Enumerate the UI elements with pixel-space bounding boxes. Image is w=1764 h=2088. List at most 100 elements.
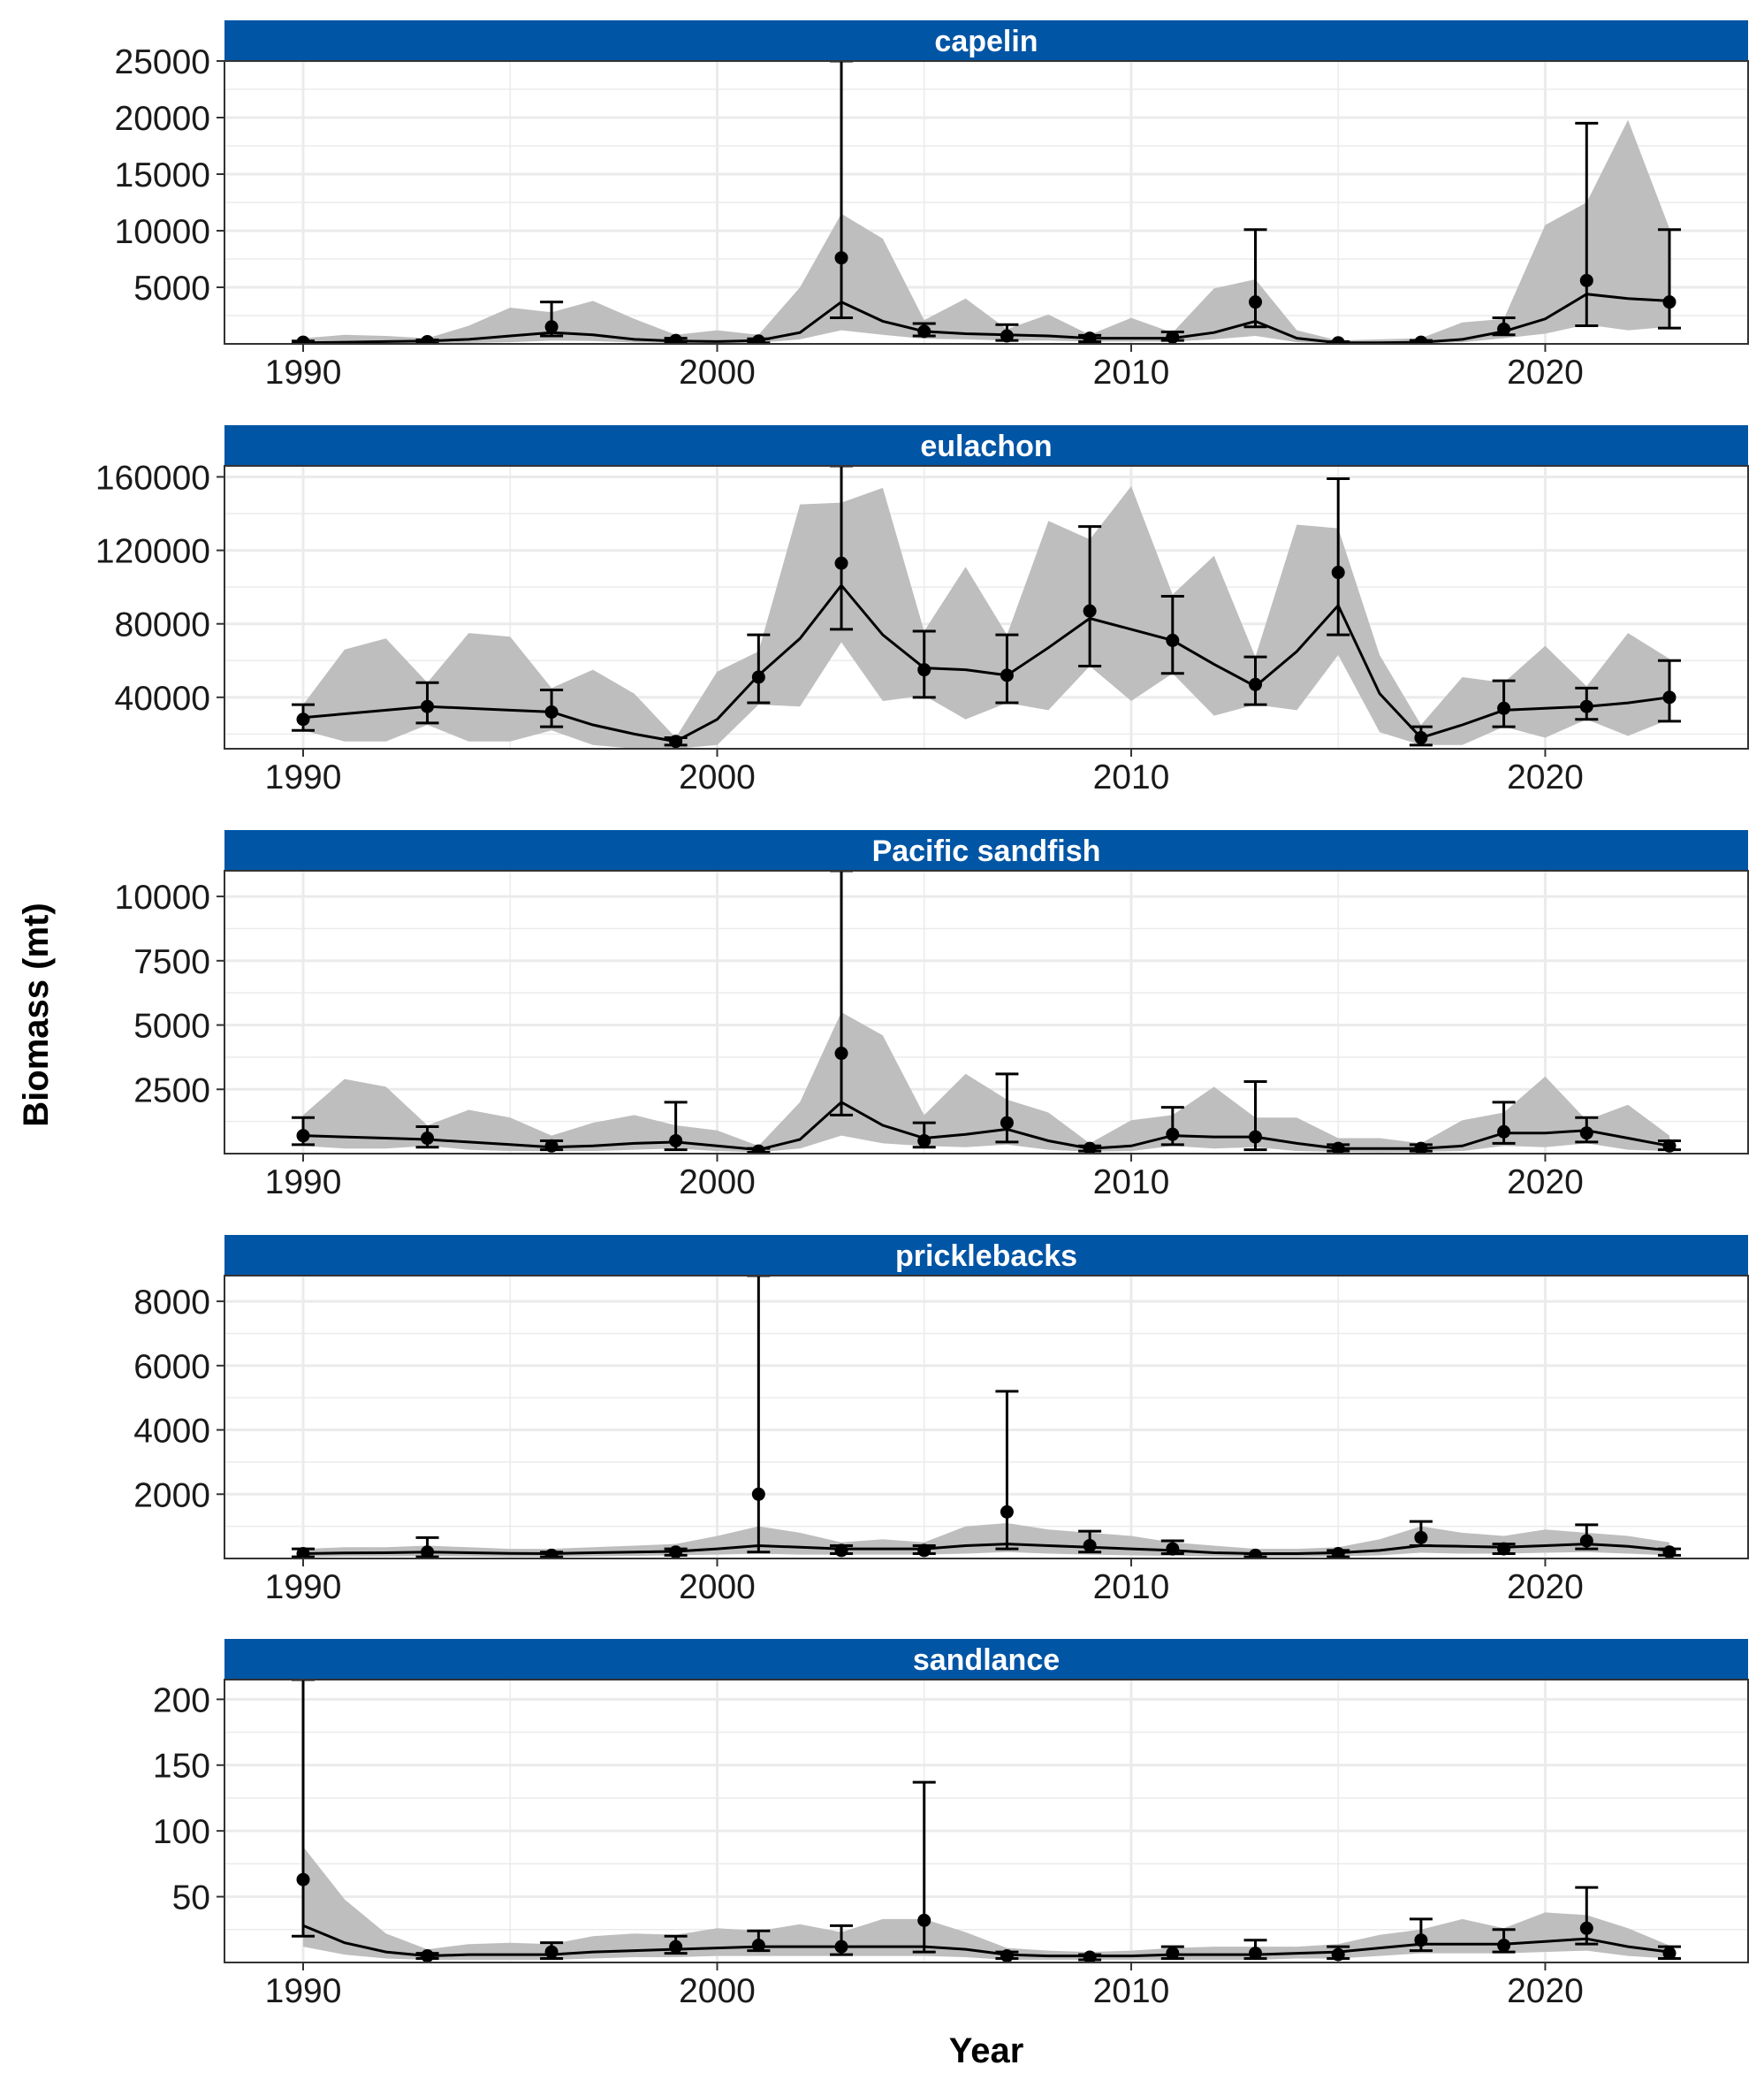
observation-point	[834, 1543, 848, 1558]
confidence-ribbon	[303, 485, 1669, 749]
y-axis-title: Biomass (mt)	[17, 903, 56, 1126]
observation-point	[669, 1133, 683, 1147]
x-tick-label: 1990	[265, 1972, 342, 2010]
observation-point	[296, 713, 310, 727]
x-tick-label: 1990	[265, 758, 342, 796]
x-tick-label: 2000	[679, 758, 756, 796]
x-tick-label: 2000	[679, 1568, 756, 1606]
y-tick-label: 160000	[95, 459, 210, 497]
observation-point	[1000, 668, 1014, 682]
observation-point	[751, 334, 765, 344]
y-tick-label: 15000	[115, 156, 210, 194]
error-bar	[1327, 477, 1350, 636]
observation-point	[1331, 1141, 1345, 1154]
error-bar	[830, 61, 854, 320]
y-tick-label: 25000	[115, 43, 210, 81]
observation-point	[1414, 1933, 1428, 1947]
error-bar	[830, 466, 854, 631]
observation-point	[751, 670, 765, 684]
estimate-line	[302, 1543, 1670, 1556]
x-tick-label: 2010	[1093, 354, 1170, 392]
x-tick-label: 2020	[1507, 1568, 1584, 1606]
observation-point	[544, 1548, 559, 1558]
observation-point	[1579, 273, 1593, 287]
y-tick-label: 200	[153, 1681, 210, 1719]
panel-border	[224, 1275, 1749, 1559]
observation-point	[1083, 604, 1097, 618]
observation-point	[917, 663, 931, 677]
estimate-line	[302, 293, 1670, 344]
panel-4: sandlance 50 100 150 200 1990 2000 2010 2020	[153, 1639, 1749, 2010]
observation-point	[669, 1939, 683, 1954]
observation-point	[296, 1547, 310, 1558]
x-tick-label: 2000	[679, 354, 756, 392]
x-tick-label: 1990	[265, 354, 342, 392]
observation-point	[917, 1133, 931, 1147]
y-tick-label: 20000	[115, 100, 210, 138]
y-tick-label: 120000	[95, 533, 210, 571]
observation-point	[1249, 1947, 1263, 1961]
observation-point	[1662, 295, 1677, 309]
confidence-ribbon	[303, 1012, 1669, 1153]
y-tick-label: 4000	[133, 1413, 210, 1451]
panel-border	[224, 870, 1749, 1154]
observation-point	[1166, 1542, 1180, 1556]
panel-plot-area	[224, 1276, 1748, 1558]
y-tick-label: 5000	[133, 270, 210, 308]
observation-point	[1579, 699, 1593, 713]
error-bar	[747, 633, 771, 705]
observation-point	[1249, 1130, 1263, 1144]
facet-strip-title: capelin	[934, 25, 1038, 58]
observation-point	[1331, 336, 1345, 344]
estimate-line	[302, 583, 1670, 743]
x-tick-label: 2010	[1093, 1972, 1170, 2010]
observation-point	[1000, 1505, 1014, 1519]
observation-point	[1662, 1947, 1677, 1961]
error-bar	[1243, 228, 1267, 329]
observation-point	[421, 1545, 435, 1558]
observation-point	[544, 1139, 559, 1153]
y-tick-label: 2500	[133, 1071, 210, 1109]
confidence-ribbon	[303, 119, 1669, 344]
x-tick-label: 2020	[1507, 1972, 1584, 2010]
observation-point	[421, 699, 435, 713]
observation-point	[917, 1913, 931, 1927]
observation-point	[421, 1132, 435, 1146]
observation-point	[1000, 1116, 1014, 1130]
x-tick-label: 2020	[1507, 354, 1584, 392]
observation-point	[1414, 1141, 1428, 1154]
observation-point	[1000, 1949, 1014, 1962]
observation-point	[751, 1144, 765, 1154]
observation-point	[751, 1939, 765, 1953]
y-tick-label: 40000	[115, 680, 210, 718]
facet-strip-title: pricklebacks	[895, 1239, 1077, 1273]
observation-point	[1497, 1542, 1511, 1556]
x-tick-label: 1990	[265, 1163, 342, 1201]
panel-1: eulachon 40000 80000 120000 160000 1990 2000 20…	[95, 425, 1749, 796]
observation-point	[1414, 1530, 1428, 1544]
panel-plot-area	[224, 61, 1748, 344]
observation-point	[1497, 1124, 1511, 1139]
confidence-ribbon	[303, 1523, 1669, 1558]
x-tick-label: 2000	[679, 1163, 756, 1201]
observation-point	[1000, 329, 1014, 343]
error-bar	[995, 1072, 1019, 1144]
observation-point	[1579, 1534, 1593, 1548]
observation-point	[834, 1047, 848, 1061]
observation-point	[1249, 295, 1263, 309]
facet-strip	[224, 830, 1748, 871]
observation-point	[917, 1543, 931, 1558]
x-tick-label: 2020	[1507, 1163, 1584, 1201]
observation-point	[421, 334, 435, 344]
panel-2: Pacific sandfish 2500 5000 7500 10000 1990 200…	[115, 830, 1749, 1201]
panels-layer: capelin 5000 10000 15000 20000 25000 1990 2000 2…	[95, 20, 1749, 2010]
x-tick-label: 2000	[679, 1972, 756, 2010]
observation-point	[1083, 1141, 1097, 1154]
observation-point	[544, 1945, 559, 1959]
panel-0: capelin 5000 10000 15000 20000 25000 1990 2000 2…	[115, 20, 1749, 392]
observation-point	[669, 735, 683, 749]
observation-point	[1249, 1548, 1263, 1558]
observation-point	[1497, 701, 1511, 715]
y-tick-label: 150	[153, 1748, 210, 1786]
